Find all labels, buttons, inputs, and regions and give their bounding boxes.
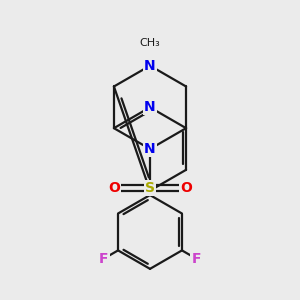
Text: N: N: [144, 142, 156, 156]
Text: N: N: [144, 59, 156, 73]
Text: F: F: [192, 252, 201, 266]
Text: O: O: [108, 181, 120, 195]
Text: O: O: [180, 181, 192, 195]
Text: F: F: [99, 252, 108, 266]
Text: CH₃: CH₃: [140, 38, 160, 48]
Text: S: S: [145, 181, 155, 195]
Text: N: N: [144, 100, 156, 114]
